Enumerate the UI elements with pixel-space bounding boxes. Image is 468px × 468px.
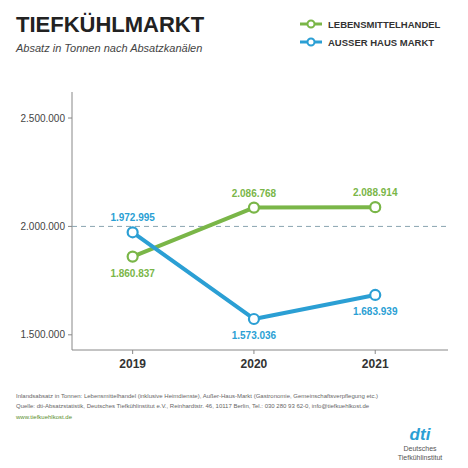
legend: LEBENSMITTELHANDEL AUSSER HAUS MARKT xyxy=(300,19,441,48)
legend-swatch xyxy=(300,21,322,28)
series-line xyxy=(133,207,376,256)
footer-note: Inlandsabsatz in Tonnen: Lebensmittelhan… xyxy=(16,393,378,399)
legend-label: AUSSER HAUS MARKT xyxy=(328,37,434,48)
logo-subtext: Deutsches xyxy=(403,445,437,452)
data-label: 1.860.837 xyxy=(110,268,155,279)
subtitle: Absatz in Tonnen nach Absatzkanälen xyxy=(15,42,202,54)
y-tick-label: 2.000.000 xyxy=(21,221,66,232)
footer-note: Quelle: dti-Absatzstatistik, Deutsches T… xyxy=(16,403,370,409)
y-tick xyxy=(68,334,72,335)
x-tick xyxy=(132,350,133,354)
footer: Inlandsabsatz in Tonnen: Lebensmittelhan… xyxy=(15,393,378,420)
chart: TIEFKÜHLMARKT Absatz in Tonnen nach Absat… xyxy=(0,0,468,468)
legend-marker xyxy=(308,21,315,28)
y-tick-label: 1.500.000 xyxy=(21,329,66,340)
logo-text: dti xyxy=(410,425,432,444)
data-point xyxy=(249,314,259,324)
x-axis-line xyxy=(72,350,448,351)
y-tick xyxy=(68,226,72,227)
footer-url: www.tiefkuehlkost.de xyxy=(15,414,73,420)
y-tick-label: 2.500.000 xyxy=(21,113,66,124)
logo-subtext: Tiefkühlinstitut xyxy=(398,454,443,461)
y-tick xyxy=(68,118,72,119)
reference-line xyxy=(72,226,448,227)
data-label: 2.086.768 xyxy=(232,188,277,199)
data-label: 2.088.914 xyxy=(353,187,398,198)
x-tick-label: 2020 xyxy=(241,357,268,371)
data-point xyxy=(249,203,259,213)
logo: dtiDeutsches Tiefkühlinstitut xyxy=(398,425,443,461)
x-tick xyxy=(375,350,376,354)
data-point xyxy=(370,202,380,212)
x-tick-label: 2021 xyxy=(362,357,389,371)
legend-label: LEBENSMITTELHANDEL xyxy=(328,19,441,30)
legend-swatch xyxy=(300,39,322,46)
data-label: 1.573.036 xyxy=(232,330,277,341)
data-labels: 1.860.837 2.086.768 2.088.914 1.972.995 1.57… xyxy=(110,187,398,341)
legend-marker xyxy=(308,39,315,46)
x-tick-label: 2019 xyxy=(119,357,146,371)
data-point xyxy=(370,290,380,300)
series-line xyxy=(133,232,376,319)
data-label: 1.683.939 xyxy=(353,306,398,317)
plot-area xyxy=(72,202,448,324)
axes: 1.500.000 2.000.000 2.500.000 2019 2020 2021 xyxy=(21,92,449,371)
y-axis-line xyxy=(72,92,73,350)
title: TIEFKÜHLMARKT xyxy=(16,12,205,37)
data-label: 1.972.995 xyxy=(110,212,155,223)
data-point xyxy=(128,227,138,237)
data-point xyxy=(128,252,138,262)
x-tick xyxy=(253,350,254,354)
